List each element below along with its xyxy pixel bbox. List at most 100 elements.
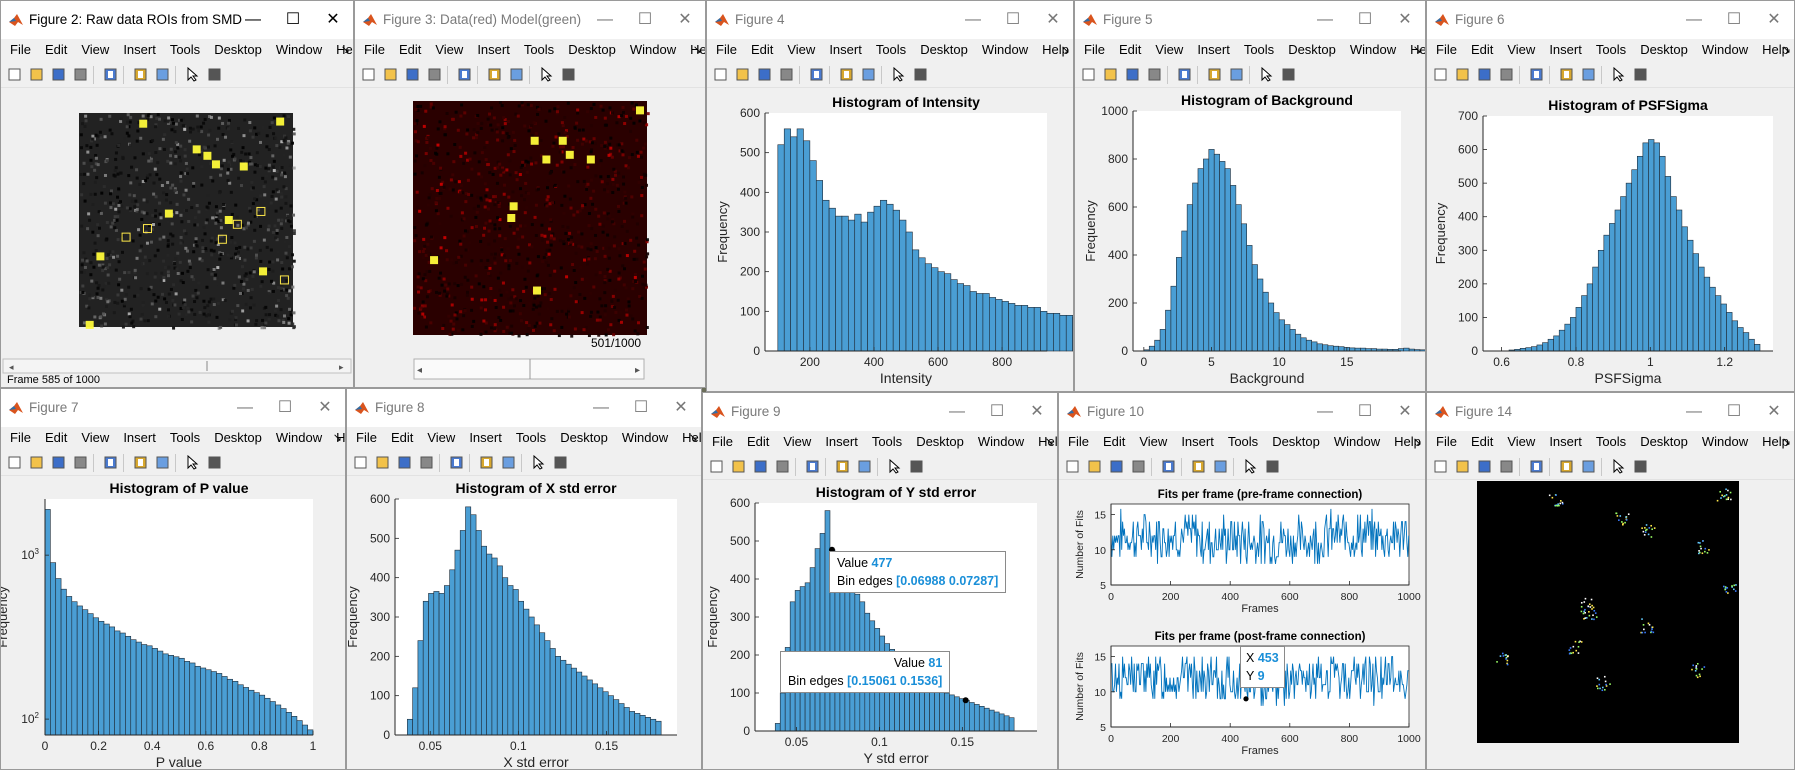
print-icon[interactable] <box>73 67 88 82</box>
histogram-bar[interactable] <box>264 697 271 736</box>
title-bar[interactable]: Figure 5 — ☐ ✕ <box>1075 1 1425 39</box>
histogram-bar[interactable] <box>867 211 875 352</box>
histogram-bar[interactable] <box>924 263 932 352</box>
maximize-button[interactable]: ☐ <box>277 399 293 416</box>
menu-tools[interactable]: Tools <box>1595 42 1627 57</box>
save-icon[interactable] <box>1109 459 1124 474</box>
histogram-bar[interactable] <box>1040 311 1048 352</box>
menu-tools[interactable]: Tools <box>1243 42 1275 57</box>
histogram-bar[interactable] <box>880 199 888 352</box>
histogram-bar[interactable] <box>98 620 105 736</box>
histogram-bar[interactable] <box>60 588 67 736</box>
histogram-bar[interactable] <box>814 548 821 732</box>
menu-overflow-icon[interactable]: ↘ <box>340 44 350 56</box>
close-button[interactable]: ✕ <box>1398 403 1412 420</box>
histogram-bar[interactable] <box>66 596 73 736</box>
histogram-bar[interactable] <box>956 283 964 352</box>
histogram-bar[interactable] <box>934 687 940 732</box>
colorbar-icon[interactable] <box>487 67 502 82</box>
histogram-bar[interactable] <box>860 221 868 352</box>
histogram-bar[interactable] <box>1170 285 1177 352</box>
property-editor-icon[interactable] <box>909 459 924 474</box>
histogram-bar[interactable] <box>533 624 540 736</box>
histogram-bar[interactable] <box>1620 196 1627 352</box>
histogram-bar[interactable] <box>189 662 196 736</box>
maximize-button[interactable]: ☐ <box>633 399 649 416</box>
menu-desktop[interactable]: Desktop <box>568 42 616 57</box>
histogram-bar[interactable] <box>1219 161 1226 352</box>
close-button[interactable]: ✕ <box>326 11 340 28</box>
minimize-button[interactable]: — <box>1317 11 1333 28</box>
menu-help[interactable]: Help <box>682 430 702 445</box>
histogram-bar[interactable] <box>125 635 132 736</box>
colorbar-icon[interactable] <box>1207 67 1222 82</box>
histogram-bar[interactable] <box>407 718 413 736</box>
menu-tools[interactable]: Tools <box>1595 434 1627 449</box>
histogram-bar[interactable] <box>1192 182 1199 352</box>
colorbar-icon[interactable] <box>479 455 494 470</box>
histogram-bar[interactable] <box>1316 343 1323 352</box>
colorbar-icon[interactable] <box>1559 67 1574 82</box>
histogram-bar[interactable] <box>438 593 445 736</box>
property-editor-icon[interactable] <box>1265 459 1280 474</box>
histogram-bar[interactable] <box>1659 155 1666 352</box>
histogram-bar[interactable] <box>470 514 477 736</box>
close-button[interactable]: ✕ <box>1767 11 1781 28</box>
histogram-bar[interactable] <box>486 553 493 736</box>
histogram-bar[interactable] <box>1547 338 1554 352</box>
figure-canvas[interactable]: ◂ ▸ <box>355 89 706 388</box>
minimize-button[interactable]: — <box>1686 403 1702 420</box>
histogram-bar[interactable] <box>973 704 980 732</box>
histogram-bar[interactable] <box>1586 283 1593 352</box>
histogram-bar[interactable] <box>1262 291 1269 352</box>
legend-icon[interactable] <box>509 67 524 82</box>
menu-file[interactable]: File <box>1068 434 1089 449</box>
menu-file[interactable]: File <box>356 430 377 445</box>
histogram-bar[interactable] <box>931 267 939 352</box>
histogram-bar[interactable] <box>824 510 831 732</box>
histogram-bar[interactable] <box>1648 139 1655 352</box>
title-bar[interactable]: Figure 3: Data(red) Model(green) — ☐ ✕ <box>355 1 705 39</box>
histogram-bar[interactable] <box>809 160 817 352</box>
histogram-bar[interactable] <box>1581 295 1588 352</box>
histogram-bar[interactable] <box>993 711 1000 732</box>
histogram-bar[interactable] <box>92 617 99 736</box>
histogram-bar[interactable] <box>178 657 185 736</box>
histogram-bar[interactable] <box>1720 303 1727 352</box>
histogram-bar[interactable] <box>226 678 233 736</box>
histogram-bar[interactable] <box>1536 344 1543 352</box>
open-file-icon[interactable] <box>375 455 390 470</box>
histogram-bar[interactable] <box>496 565 503 736</box>
histogram-bar[interactable] <box>1268 302 1275 352</box>
save-icon[interactable] <box>397 455 412 470</box>
menu-file[interactable]: File <box>716 42 737 57</box>
histogram-bar[interactable] <box>1408 348 1415 352</box>
minimize-button[interactable]: — <box>1317 403 1333 420</box>
histogram-bar[interactable] <box>1631 169 1638 352</box>
histogram-bar[interactable] <box>1748 338 1755 352</box>
pointer-icon[interactable] <box>887 459 902 474</box>
histogram-bar[interactable] <box>173 656 180 736</box>
histogram-bar[interactable] <box>50 562 57 736</box>
menu-file[interactable]: File <box>364 42 385 57</box>
pointer-icon[interactable] <box>891 67 906 82</box>
new-figure-icon[interactable] <box>361 67 376 82</box>
histogram-bar[interactable] <box>1636 155 1644 352</box>
histogram-bar[interactable] <box>618 703 625 736</box>
histogram-bar[interactable] <box>1154 339 1161 352</box>
histogram-bar[interactable] <box>1419 349 1425 352</box>
histogram-bar[interactable] <box>969 702 975 732</box>
histogram-bar[interactable] <box>873 205 881 352</box>
histogram-bar[interactable] <box>1592 266 1599 352</box>
histogram-bar[interactable] <box>892 209 900 352</box>
histogram-bar[interactable] <box>959 698 965 732</box>
histogram-bar[interactable] <box>886 203 894 352</box>
histogram-bar[interactable] <box>899 219 907 352</box>
print-icon[interactable] <box>419 455 434 470</box>
histogram-bar[interactable] <box>1278 319 1285 352</box>
menu-window[interactable]: Window <box>981 42 1029 57</box>
histogram-bar[interactable] <box>969 291 977 352</box>
histogram-bar[interactable] <box>565 663 572 736</box>
histogram-bar[interactable] <box>1053 313 1061 352</box>
histogram-bar[interactable] <box>905 231 913 352</box>
